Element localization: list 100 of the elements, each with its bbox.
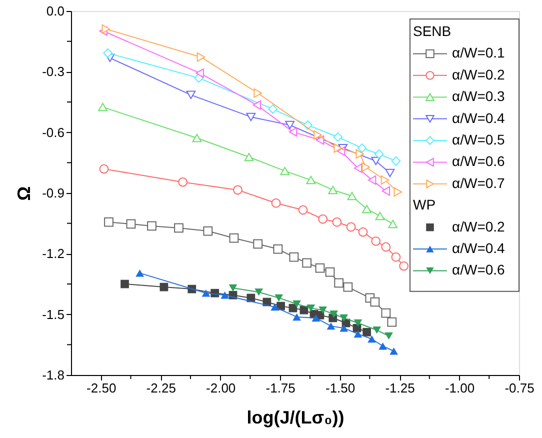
- point: [289, 252, 299, 262]
- point: [196, 68, 204, 78]
- point: [368, 335, 376, 343]
- point: [354, 319, 362, 327]
- x-tick-label: -1.00: [444, 380, 475, 396]
- annotation: WP: [413, 196, 436, 213]
- legend-label: α/W=0.1: [452, 44, 506, 61]
- legend-label: α/W=0.6: [452, 153, 506, 170]
- x-tick-label: -2.25: [146, 380, 176, 396]
- point: [254, 88, 262, 98]
- point: [292, 313, 301, 321]
- point: [334, 278, 344, 288]
- point: [375, 212, 385, 220]
- x-tick-label: -1.75: [266, 380, 296, 396]
- point: [368, 175, 376, 185]
- point: [268, 104, 278, 114]
- point: [252, 100, 262, 110]
- legend-label: α/W=0.7: [452, 174, 506, 191]
- point: [362, 204, 372, 214]
- y-tick-label: -1.2: [42, 246, 64, 262]
- legend-label: α/W=0.2: [452, 218, 506, 234]
- point: [347, 192, 357, 200]
- point: [391, 156, 401, 166]
- point: [280, 166, 290, 176]
- y-tick-label: -1.5: [42, 306, 64, 322]
- point: [318, 214, 328, 224]
- y-tick-label: -0.6: [42, 124, 64, 140]
- point: [318, 306, 328, 314]
- x-tick-label: -1.50: [325, 380, 356, 396]
- point: [357, 143, 367, 153]
- point: [325, 267, 335, 277]
- point: [370, 297, 380, 307]
- y-tick-label: 0.0: [46, 4, 64, 18]
- point: [330, 310, 338, 318]
- point: [372, 326, 382, 334]
- point: [271, 198, 281, 208]
- x-tick-label: -2.50: [86, 380, 116, 396]
- point: [147, 221, 156, 231]
- point: [104, 217, 114, 227]
- legend-label: α/W=0.2: [452, 66, 506, 82]
- point: [381, 308, 391, 318]
- point: [340, 314, 348, 322]
- point: [332, 217, 342, 227]
- point: [354, 330, 362, 338]
- point: [381, 242, 391, 252]
- point: [362, 328, 371, 336]
- point: [314, 130, 322, 140]
- point: [228, 284, 238, 292]
- point: [302, 258, 312, 268]
- point: [196, 52, 206, 62]
- point: [192, 134, 202, 142]
- point: [298, 205, 308, 215]
- y-tick-label: -0.9: [42, 186, 64, 200]
- point: [99, 164, 109, 174]
- point: [374, 149, 384, 159]
- point: [380, 175, 390, 185]
- point: [346, 222, 356, 232]
- point: [292, 300, 301, 308]
- point: [333, 132, 343, 142]
- point: [316, 135, 324, 145]
- point: [358, 227, 368, 237]
- y-axis-title: Ω: [14, 186, 34, 201]
- point: [356, 149, 364, 159]
- legend-label: α/W=0.4: [452, 110, 506, 126]
- point: [220, 292, 230, 299]
- point: [253, 239, 263, 249]
- x-axis-title: log(J/(Lσ₀)): [246, 408, 344, 428]
- point: [102, 24, 110, 34]
- point: [274, 294, 284, 302]
- y-tick-label: -1.8: [42, 368, 64, 382]
- point: [382, 186, 390, 196]
- point: [178, 177, 188, 187]
- point: [160, 282, 168, 292]
- point: [328, 186, 338, 194]
- point: [202, 289, 210, 297]
- point: [246, 112, 256, 122]
- point: [103, 48, 112, 58]
- point: [385, 168, 395, 178]
- point: [300, 306, 308, 314]
- point: [229, 233, 239, 243]
- point: [390, 348, 398, 355]
- point: [126, 219, 136, 229]
- point: [394, 187, 402, 197]
- point: [326, 322, 336, 330]
- x-tick-label: -1.25: [385, 380, 415, 396]
- point: [288, 127, 298, 137]
- point: [354, 163, 362, 173]
- point: [387, 317, 397, 327]
- x-tick-label: -0.75: [504, 380, 534, 396]
- x-tick-label: -2.00: [206, 380, 236, 396]
- point: [371, 236, 381, 246]
- point: [391, 252, 401, 262]
- legend-label: α/W=0.5: [452, 132, 506, 148]
- point: [244, 152, 254, 162]
- point: [340, 324, 348, 332]
- point: [334, 143, 342, 153]
- legend-label: α/W=0.3: [452, 88, 506, 104]
- point: [371, 156, 381, 166]
- point: [120, 280, 129, 288]
- point: [315, 263, 325, 273]
